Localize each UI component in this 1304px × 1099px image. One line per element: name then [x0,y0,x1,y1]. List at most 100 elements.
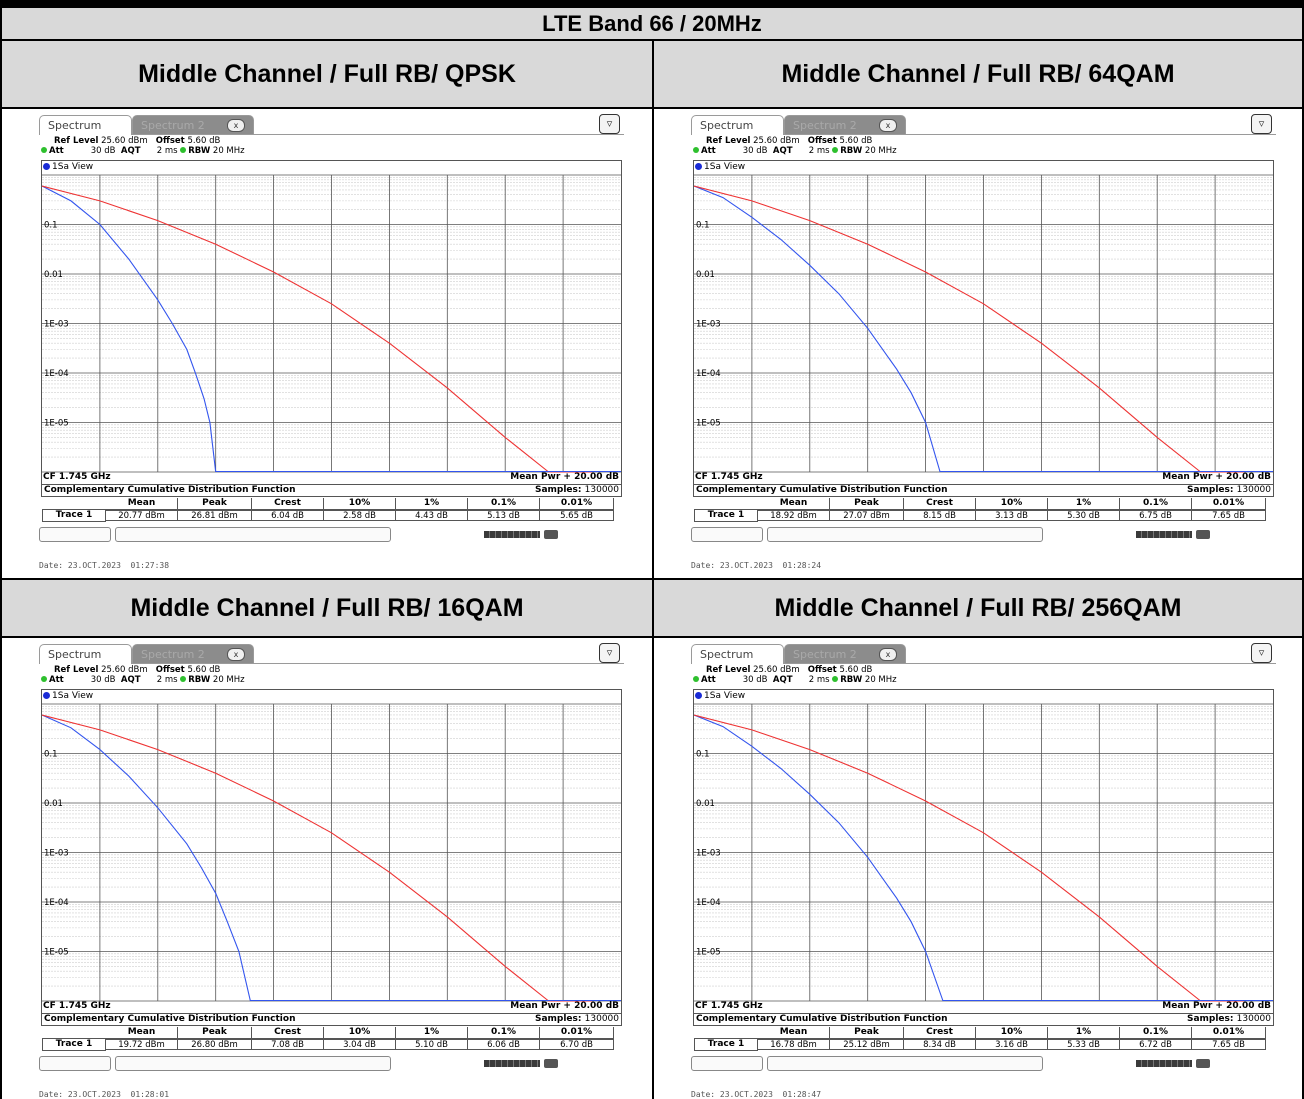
y-tick-label: 1E-05 [696,948,721,958]
results-value-p001: 5.65 dB [540,510,614,521]
tab-spectrum[interactable]: Spectrum [39,644,132,664]
settings-row-1: Ref Level 25.60 dBm Offset 5.60 dB [54,136,221,146]
results-value-p01: 5.13 dB [468,510,540,521]
y-tick-label: 0.1 [44,221,58,231]
tab-spectrum[interactable]: Spectrum [691,644,784,664]
ccdf-plot: 1Sa View 0.1 0.01 1E-03 1E-04 1E-05 CF 1.745… [693,160,1274,485]
close-icon[interactable]: x [879,648,897,661]
samples-value: 130000 [584,485,619,495]
results-value-crest: 8.15 dB [904,510,976,521]
settings-row-2: Att 30 dB AQT 2 ms RBW 20 MHz [693,675,897,685]
filter-icon[interactable]: ▿ [1251,643,1272,663]
status-bar [691,1056,1276,1072]
tab-spectrum-2[interactable]: Spectrum 2 x [132,115,254,135]
view-label: 1Sa View [695,691,745,702]
y-tick-label: 0.1 [44,750,58,760]
ccdf-plot: 1Sa View 0.1 0.01 1E-03 1E-04 1E-05 CF 1.745… [41,689,622,1014]
tab-spectrum-2[interactable]: Spectrum 2 x [132,644,254,664]
results-col-crest: Crest [904,498,976,509]
plot-svg: 0.1 0.01 1E-03 1E-04 1E-05 [694,174,1273,473]
cell-divider [652,638,654,1099]
status-dot-icon [180,676,187,682]
settings-row-2: Att 30 dB AQT 2 ms RBW 20 MHz [41,675,245,685]
plot-svg: 0.1 0.01 1E-03 1E-04 1E-05 [42,703,621,1002]
results-value-mean: 20.77 dBm [106,510,178,521]
tab-underline [39,134,624,135]
progress-icon [1136,1060,1192,1067]
results-value-p001: 6.70 dB [540,1039,614,1050]
results-col-peak: Peak [178,498,252,509]
results-col-p10: 10% [976,498,1048,509]
tab-spectrum-label: Spectrum [700,119,754,132]
tab-spectrum-label: Spectrum [700,648,754,661]
results-value-mean: 18.92 dBm [758,510,830,521]
results-value-peak: 25.12 dBm [830,1039,904,1050]
status-dot-icon [693,147,699,153]
results-col-p1: 1% [396,498,468,509]
results-col-p01: 0.1% [468,498,540,509]
status-field[interactable] [691,527,763,542]
results-col-p1: 1% [1048,1027,1120,1038]
ccdf-trace-line [42,185,217,473]
panel-1: Spectrum Spectrum 2 x ▿ Ref Level 25.60 d… [2,109,652,578]
samples-label: Samples: [534,1014,582,1024]
settings-row-2: Att 30 dB AQT 2 ms RBW 20 MHz [41,146,245,156]
results-col-p01: 0.1% [1120,1027,1192,1038]
tab-underline [691,134,1276,135]
samples-value: 130000 [584,1014,619,1024]
results-col-crest: Crest [904,1027,976,1038]
y-tick-label: 1E-03 [44,320,69,330]
panel-header-1: Middle Channel / Full RB/ QPSK [0,39,654,109]
ccdf-trace-line [42,714,251,1002]
mean-pwr-label: Mean Pwr + 20.00 dB [1162,1001,1271,1011]
results-col-peak: Peak [830,1027,904,1038]
trace-label: Trace 1 [694,1038,758,1051]
status-message-field[interactable] [767,527,1043,542]
y-tick-label: 0.1 [696,750,710,760]
filter-icon[interactable]: ▿ [1251,114,1272,134]
status-message-field[interactable] [767,1056,1043,1071]
cell-divider [652,109,654,578]
progress-icon [484,1060,540,1067]
tab-spectrum-2[interactable]: Spectrum 2 x [784,644,906,664]
trace-label: Trace 1 [42,1038,106,1051]
mean-pwr-label: Mean Pwr + 20.00 dB [510,472,619,482]
results-col-crest: Crest [252,498,324,509]
status-message-field[interactable] [115,527,391,542]
results-col-p001: 0.01% [1192,498,1266,509]
results-col-mean: Mean [758,1027,830,1038]
close-icon[interactable]: x [227,648,245,661]
close-icon[interactable]: x [879,119,897,132]
instrument-icon [544,1059,558,1068]
status-field[interactable] [39,527,111,542]
ccdf-title-bar: Complementary Cumulative Distribution Fu… [693,485,1274,497]
results-value-p10: 2.58 dB [324,510,396,521]
status-field[interactable] [691,1056,763,1071]
tab-spectrum[interactable]: Spectrum [691,115,784,135]
results-value-crest: 7.08 dB [252,1039,324,1050]
gaussian-reference-line [42,714,592,1002]
tab-underline [39,663,624,664]
results-value-p01: 6.75 dB [1120,510,1192,521]
cf-label: CF 1.745 GHz [43,472,111,482]
results-col-p10: 10% [324,498,396,509]
y-tick-label: 1E-03 [696,320,721,330]
progress-icon [1136,531,1192,538]
status-field[interactable] [39,1056,111,1071]
cf-label: CF 1.745 GHz [695,1001,763,1011]
results-col-p01: 0.1% [1120,498,1192,509]
close-icon[interactable]: x [227,119,245,132]
results-col-p10: 10% [324,1027,396,1038]
status-bar [39,1056,624,1072]
tab-spectrum-2[interactable]: Spectrum 2 x [784,115,906,135]
tab-spectrum-label: Spectrum [48,119,102,132]
filter-icon[interactable]: ▿ [599,114,620,134]
tab-spectrum-label: Spectrum [48,648,102,661]
panel-4: Spectrum Spectrum 2 x ▿ Ref Level 25.60 d… [654,638,1302,1099]
tab-spectrum[interactable]: Spectrum [39,115,132,135]
status-dot-icon [41,676,47,682]
filter-icon[interactable]: ▿ [599,643,620,663]
tab-spectrum-2-label: Spectrum 2 [141,119,205,132]
status-message-field[interactable] [115,1056,391,1071]
